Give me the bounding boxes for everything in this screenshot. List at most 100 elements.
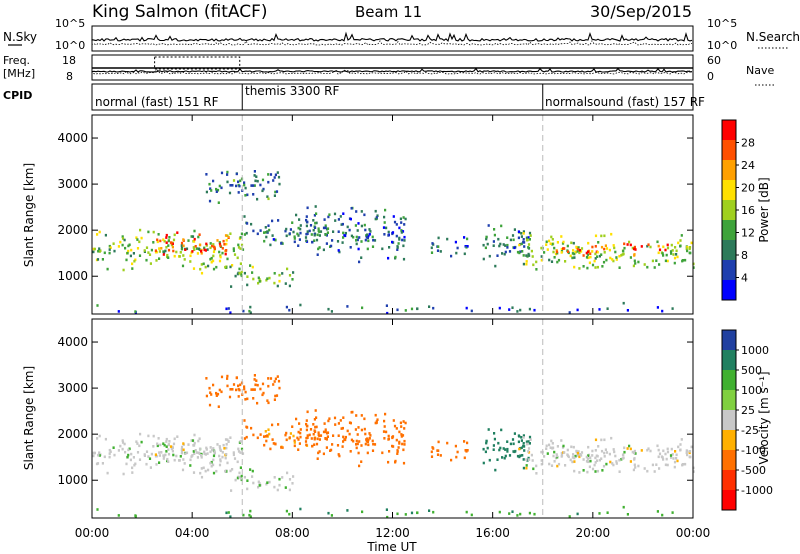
power-cell — [488, 254, 491, 258]
velocity-cell — [404, 421, 407, 425]
power-cell — [647, 243, 650, 246]
power-cell — [193, 229, 196, 233]
velocity-cell — [236, 460, 239, 464]
freq-unit-label: [MHz] — [3, 67, 35, 80]
velocity-cell — [232, 383, 236, 386]
velocity-cell — [384, 412, 387, 416]
velocity-cell — [562, 444, 565, 448]
power-cell — [688, 246, 692, 249]
velocity-cell — [465, 510, 468, 514]
power-cell — [266, 230, 269, 233]
velocity-cell — [375, 420, 378, 423]
power-cell — [643, 263, 646, 266]
velocity-cell — [289, 432, 292, 435]
velocity-cell — [128, 447, 131, 451]
velocity-cell — [175, 454, 178, 458]
power-cell — [235, 172, 238, 176]
velocity-cell — [661, 456, 664, 459]
power-cell — [326, 231, 329, 234]
velocity-cell — [265, 482, 268, 486]
velocity-cell — [356, 442, 359, 446]
velocity-cell — [257, 480, 260, 484]
power-cell — [527, 246, 530, 249]
velocity-cell — [585, 460, 589, 463]
power-cell — [368, 233, 371, 236]
power-cell — [602, 260, 606, 264]
velocity-cell — [241, 452, 245, 455]
power-cell — [208, 182, 211, 186]
power-cell — [237, 180, 240, 184]
power-cell — [192, 267, 196, 270]
power-cell — [171, 245, 174, 249]
velocity-cell — [500, 428, 503, 432]
power-cell — [401, 230, 405, 233]
velocity-cell — [266, 434, 269, 437]
power-cell — [306, 230, 309, 233]
velocity-cell — [554, 456, 558, 460]
velocity-cell — [245, 435, 248, 439]
power-cell — [383, 233, 386, 236]
colorbar-segment — [722, 370, 736, 391]
power-cell — [210, 256, 213, 260]
power-cell — [244, 186, 247, 190]
velocity-cell — [535, 464, 538, 468]
power-cell — [209, 187, 212, 190]
velocity-cell — [246, 397, 249, 401]
velocity-cell — [98, 434, 101, 438]
velocity-cell — [212, 463, 215, 467]
power-cell — [664, 259, 667, 263]
power-cell — [416, 307, 419, 310]
velocity-cell — [251, 475, 254, 478]
velocity-cell — [112, 446, 115, 449]
colorbar-tick-label: 16 — [741, 204, 755, 217]
velocity-cell — [589, 456, 592, 459]
power-cell — [323, 218, 326, 221]
power-cell — [364, 238, 367, 242]
velocity-cell — [354, 428, 357, 431]
power-cell — [263, 239, 266, 243]
velocity-cell — [180, 449, 184, 453]
velocity-cell — [516, 514, 519, 517]
velocity-cell — [216, 392, 220, 396]
velocity-cell — [673, 460, 677, 464]
power-cell — [316, 253, 319, 256]
power-mode-change-lines — [241, 115, 544, 314]
power-cell — [318, 230, 321, 234]
colorbar-tick-label: 100 — [741, 384, 762, 397]
power-cell — [679, 239, 682, 242]
velocity-cell — [361, 510, 364, 514]
power-cell — [308, 229, 311, 233]
power-cell — [552, 250, 555, 254]
velocity-cell — [487, 428, 490, 431]
power-cell — [560, 251, 563, 254]
power-cell — [96, 304, 99, 307]
power-cell — [168, 236, 171, 239]
velocity-cell — [101, 462, 104, 465]
velocity-cell — [493, 432, 496, 435]
power-cell — [109, 246, 112, 249]
power-cell — [226, 234, 229, 237]
power-cell — [239, 179, 242, 183]
power-cell — [605, 258, 608, 262]
power-cell — [662, 254, 665, 257]
power-cell — [268, 276, 271, 280]
power-cell — [138, 240, 141, 244]
power-cell — [622, 252, 625, 256]
velocity-cell — [205, 446, 208, 450]
power-cell — [158, 250, 161, 253]
power-cell — [398, 238, 401, 241]
velocity-cell — [608, 452, 611, 456]
velocity-cell — [666, 463, 669, 467]
power-cell — [327, 215, 330, 219]
colorbar-segment — [722, 120, 736, 141]
velocity-cell — [578, 453, 581, 456]
power-cell — [237, 191, 240, 194]
velocity-cell — [251, 469, 254, 473]
power-cell — [239, 247, 242, 250]
power-cell — [314, 205, 317, 208]
velocity-cell — [511, 510, 514, 513]
velocity-cell — [97, 453, 100, 457]
velocity-cell — [297, 448, 300, 451]
y-tick-label: 3000 — [57, 177, 88, 191]
time-tick-label: 16:00 — [475, 526, 510, 540]
